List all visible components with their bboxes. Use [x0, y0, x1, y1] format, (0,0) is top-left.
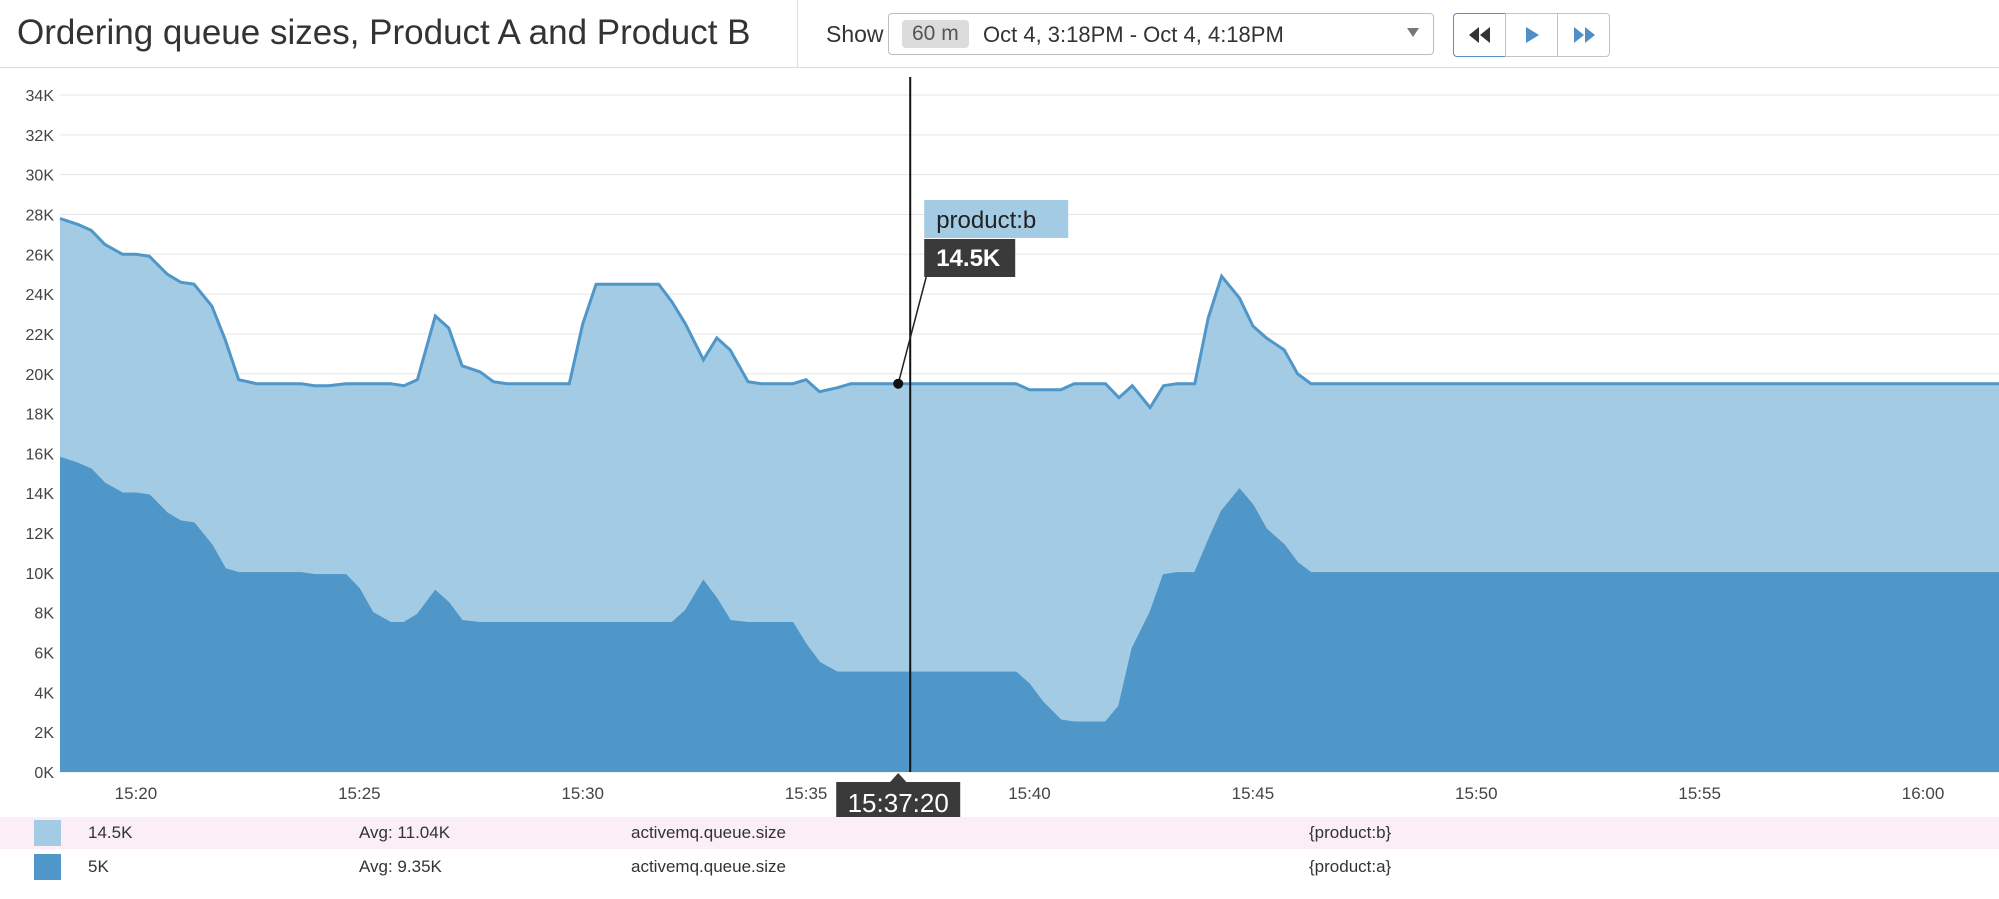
- show-label: Show: [826, 21, 884, 47]
- x-tick-label: 15:50: [1455, 784, 1498, 803]
- axis-labels: 0K 2K 4K 6K 8K 10K 12K 14K 16K 18K 20K 22K 24K 26K 28K…: [26, 88, 1945, 803]
- fast-forward-icon: [1573, 27, 1595, 43]
- y-tick-label: 0K: [34, 765, 54, 782]
- area-product-b: [60, 218, 1999, 723]
- tooltip-label-background: [924, 200, 1069, 238]
- x-tick-label: 15:20: [115, 784, 158, 803]
- chevron-down-icon[interactable]: [1407, 28, 1419, 37]
- y-tick-label: 10K: [26, 566, 55, 583]
- x-tick-label: 15:40: [1008, 784, 1051, 803]
- time-label-background: [836, 782, 961, 817]
- legend-row-product-a[interactable]: 5K Avg: 9.35K activemq.queue.size {produ…: [0, 851, 1999, 883]
- y-tick-label: 20K: [26, 367, 55, 384]
- x-tick-label: 16:00: [1902, 784, 1945, 803]
- play-button[interactable]: [1505, 13, 1558, 57]
- y-tick-label: 24K: [26, 287, 55, 304]
- y-tick-label: 2K: [34, 725, 54, 742]
- x-tick-label: 15:55: [1678, 784, 1721, 803]
- time-range-select[interactable]: 60 m Oct 4, 3:18PM - Oct 4, 4:18PM: [888, 13, 1434, 55]
- line-product-a: [59, 456, 1999, 723]
- time-navigation: [1453, 13, 1610, 57]
- y-tick-label: 12K: [26, 526, 55, 543]
- y-tick-label: 28K: [26, 207, 55, 224]
- cursor-time-label: 15:37:20: [848, 788, 949, 817]
- hover-cursor: product:b 14.5K 15:37:20: [836, 77, 1069, 817]
- rewind-button[interactable]: [1453, 13, 1506, 57]
- y-tick-label: 30K: [26, 168, 55, 185]
- legend-value: 14.5K: [88, 823, 133, 842]
- y-tick-label: 22K: [26, 327, 55, 344]
- area-product-a: [60, 457, 1999, 772]
- range-text: Oct 4, 3:18PM - Oct 4, 4:18PM: [983, 22, 1284, 47]
- line-product-b: [59, 217, 1999, 411]
- stacked-area-chart[interactable]: 0K 2K 4K 6K 8K 10K 12K 14K 16K 18K 20K 22K 24K 26K 28K…: [0, 68, 1999, 817]
- tooltip-value: 14.5K: [936, 245, 1001, 272]
- y-tick-label: 34K: [26, 88, 55, 105]
- cursor-dot: [893, 378, 904, 389]
- graph-header: Ordering queue sizes, Product A and Prod…: [0, 0, 1999, 68]
- time-pointer: [889, 773, 908, 783]
- legend-avg: Avg: 9.35K: [359, 857, 442, 876]
- fast-forward-button[interactable]: [1557, 13, 1610, 57]
- x-tick-label: 15:25: [338, 784, 381, 803]
- y-tick-label: 16K: [26, 446, 55, 463]
- legend-row-product-b[interactable]: 14.5K Avg: 11.04K activemq.queue.size {p…: [0, 817, 1999, 849]
- rewind-icon: [1468, 27, 1490, 43]
- range-chip: 60 m: [902, 20, 969, 48]
- graph-title: Ordering queue sizes, Product A and Prod…: [17, 13, 751, 52]
- legend-swatch: [34, 854, 61, 880]
- y-tick-label: 14K: [26, 486, 55, 503]
- play-icon: [1525, 27, 1539, 43]
- legend-avg: Avg: 11.04K: [359, 823, 451, 842]
- x-tick-label: 15:45: [1232, 784, 1275, 803]
- y-tick-label: 18K: [26, 407, 55, 424]
- legend-metric: activemq.queue.size: [631, 857, 786, 876]
- area-layer: [59, 217, 1999, 772]
- y-tick-label: 8K: [34, 606, 54, 623]
- legend-value: 5K: [88, 857, 109, 876]
- y-tick-label: 6K: [34, 646, 54, 663]
- legend-swatch: [34, 820, 61, 846]
- legend-scope: {product:b}: [1309, 823, 1392, 842]
- tooltip-series-label: product:b: [936, 207, 1036, 234]
- y-tick-label: 26K: [26, 247, 55, 264]
- header-divider: [797, 0, 798, 67]
- y-tick-label: 4K: [34, 685, 54, 702]
- y-tick-label: 32K: [26, 128, 55, 145]
- legend-metric: activemq.queue.size: [631, 823, 786, 842]
- legend-scope: {product:a}: [1309, 857, 1392, 876]
- x-tick-label: 15:30: [561, 784, 604, 803]
- x-tick-label: 15:35: [785, 784, 828, 803]
- tooltip-leader-line: [897, 276, 927, 384]
- tooltip-value-background: [924, 239, 1016, 277]
